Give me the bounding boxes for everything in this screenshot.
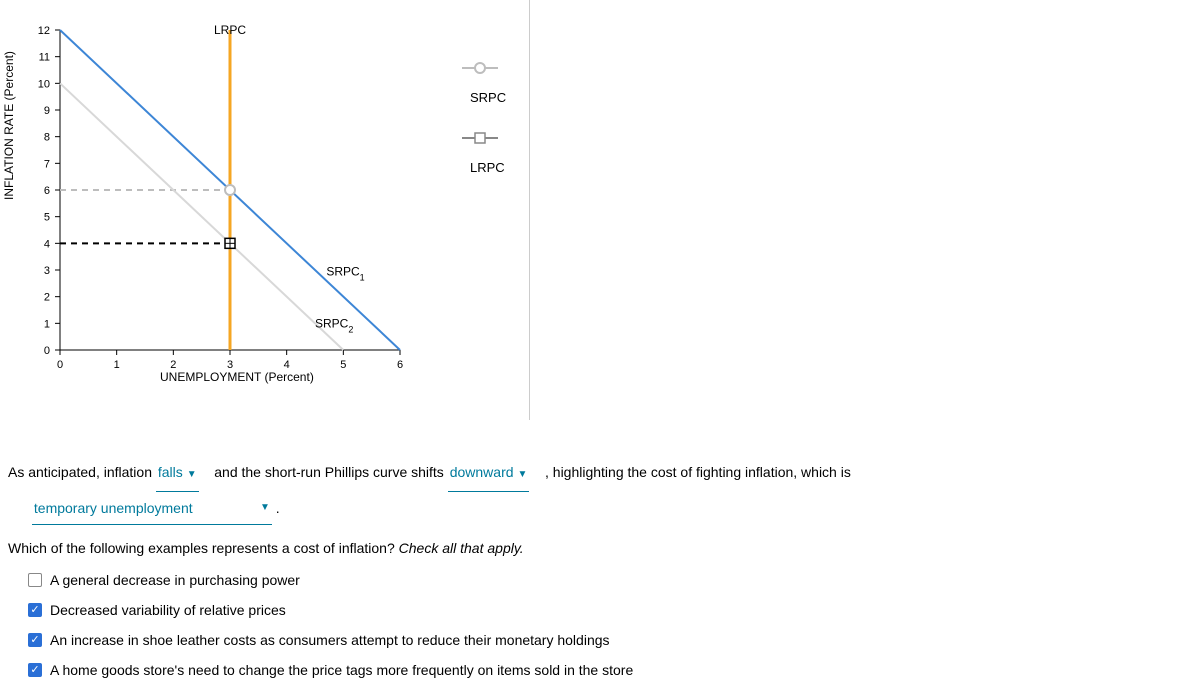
dropdown-shift[interactable]: downward▼ bbox=[448, 456, 530, 492]
checkbox-list: A general decrease in purchasing power ✓ D… bbox=[28, 572, 633, 692]
checkbox[interactable] bbox=[28, 573, 42, 587]
svg-text:SRPC1: SRPC1 bbox=[326, 264, 364, 282]
dropdown-inflation[interactable]: falls▼ bbox=[156, 456, 199, 492]
svg-text:9: 9 bbox=[44, 105, 50, 117]
dropdown-cost-value: temporary unemployment bbox=[34, 500, 193, 516]
svg-text:2: 2 bbox=[170, 359, 176, 371]
fill-in-sentence: As anticipated, inflation falls▼ and the… bbox=[8, 456, 1188, 525]
dropdown-cost[interactable]: temporary unemployment ▼ bbox=[32, 492, 272, 525]
svg-text:4: 4 bbox=[284, 359, 290, 371]
svg-text:7: 7 bbox=[44, 158, 50, 170]
svg-text:5: 5 bbox=[340, 359, 346, 371]
checkbox-label: A general decrease in purchasing power bbox=[50, 572, 300, 588]
checkbox-label: Decreased variability of relative prices bbox=[50, 602, 286, 618]
checkbox-option: ✓ An increase in shoe leather costs as co… bbox=[28, 632, 633, 648]
chevron-down-icon: ▼ bbox=[518, 459, 528, 491]
svg-text:5: 5 bbox=[44, 212, 50, 224]
svg-text:12: 12 bbox=[38, 25, 50, 37]
checkbox-option: ✓ A home goods store's need to change the… bbox=[28, 662, 633, 678]
svg-text:10: 10 bbox=[38, 78, 50, 90]
dropdown-inflation-value: falls bbox=[158, 464, 183, 480]
checkbox-option: ✓ Decreased variability of relative price… bbox=[28, 602, 633, 618]
svg-text:SRPC2: SRPC2 bbox=[315, 316, 353, 334]
plot-area[interactable]: 01234560123456789101112LRPCSRPC1SRPC2SRP… bbox=[60, 30, 400, 350]
svg-text:2: 2 bbox=[44, 292, 50, 304]
chart-container: INFLATION RATE (Percent) UNEMPLOYMENT (P… bbox=[0, 0, 530, 420]
svg-text:LRPC: LRPC bbox=[214, 23, 246, 37]
checkbox-option: A general decrease in purchasing power bbox=[28, 572, 633, 588]
svg-text:0: 0 bbox=[44, 345, 50, 357]
svg-text:8: 8 bbox=[44, 132, 50, 144]
svg-text:0: 0 bbox=[57, 359, 63, 371]
svg-text:3: 3 bbox=[44, 265, 50, 277]
svg-text:1: 1 bbox=[114, 359, 120, 371]
svg-text:11: 11 bbox=[39, 52, 50, 64]
svg-text:1: 1 bbox=[44, 318, 50, 330]
svg-text:4: 4 bbox=[44, 238, 50, 250]
checkbox[interactable]: ✓ bbox=[28, 663, 42, 677]
svg-text:6: 6 bbox=[44, 185, 50, 197]
y-axis-label: INFLATION RATE (Percent) bbox=[2, 51, 16, 200]
sentence-part1: As anticipated, inflation bbox=[8, 464, 156, 480]
sentence-part4: . bbox=[276, 500, 280, 516]
chevron-down-icon: ▼ bbox=[260, 492, 270, 524]
sentence-part2: and the short-run Phillips curve shifts bbox=[214, 464, 447, 480]
svg-text:SRPC: SRPC bbox=[470, 90, 506, 105]
sentence-part3: , highlighting the cost of fighting infl… bbox=[545, 464, 851, 480]
chevron-down-icon: ▼ bbox=[187, 459, 197, 491]
svg-text:3: 3 bbox=[227, 359, 233, 371]
checkbox-label: A home goods store's need to change the … bbox=[50, 662, 633, 678]
checkbox-label: An increase in shoe leather costs as con… bbox=[50, 632, 610, 648]
svg-text:6: 6 bbox=[397, 359, 403, 371]
question-text: Which of the following examples represen… bbox=[8, 540, 524, 556]
svg-text:LRPC: LRPC bbox=[470, 160, 505, 175]
checkbox[interactable]: ✓ bbox=[28, 603, 42, 617]
checkbox[interactable]: ✓ bbox=[28, 633, 42, 647]
dropdown-shift-value: downward bbox=[450, 464, 514, 480]
